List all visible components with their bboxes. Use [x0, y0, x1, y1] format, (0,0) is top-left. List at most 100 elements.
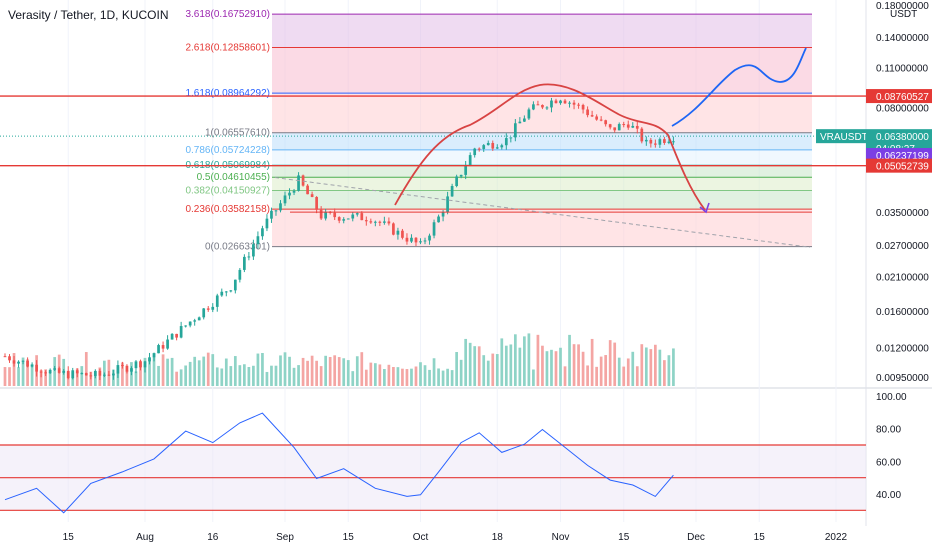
candle-body — [93, 370, 97, 377]
volume-bar — [44, 369, 48, 386]
volume-bar — [211, 354, 215, 386]
fib-zone — [272, 132, 812, 150]
volume-bar — [39, 370, 43, 386]
volume-bar — [441, 370, 445, 386]
volume-bar — [215, 367, 219, 386]
fib-zone — [272, 149, 812, 166]
price-tick-label: 0.08000000 — [876, 104, 929, 115]
volume-bar — [197, 360, 201, 386]
candle-body — [44, 372, 48, 374]
volume-bar — [378, 364, 382, 386]
candle-body — [301, 175, 305, 186]
volume-bar — [121, 362, 124, 386]
time-tick-label: Sep — [276, 532, 294, 543]
time-tick-label: 15 — [63, 532, 75, 543]
volume-bar — [387, 364, 391, 386]
candle-body — [568, 102, 571, 104]
candle-body — [166, 339, 169, 349]
candle-body — [387, 221, 391, 224]
trend-line — [274, 177, 811, 248]
volume-bar — [644, 347, 648, 386]
fib-zone — [272, 190, 812, 210]
volume-bar — [297, 365, 300, 386]
candle-body — [482, 145, 486, 149]
candle-body — [152, 353, 156, 358]
candle-body — [243, 256, 246, 270]
volume-bar — [604, 355, 608, 386]
volume-bar — [527, 333, 531, 386]
volume-bar — [224, 358, 228, 386]
volume-bar — [599, 356, 603, 386]
drawings-layer — [0, 47, 866, 248]
volume-bar — [12, 353, 16, 386]
candle-body — [473, 148, 477, 156]
volume-bar — [261, 353, 264, 386]
candle-body — [626, 124, 630, 128]
volume-bar — [617, 357, 621, 386]
volume-bar — [568, 334, 571, 386]
price-tick-label: 0.14000000 — [876, 33, 929, 44]
candle-body — [3, 356, 7, 358]
candle-body — [265, 218, 269, 229]
candle-body — [432, 222, 436, 236]
candle-body — [653, 143, 657, 145]
candle-body — [446, 196, 449, 212]
candle-body — [139, 361, 142, 368]
candle-body — [66, 370, 70, 379]
fib-level-label: 1.618(0.08964292) — [185, 88, 270, 99]
volume-bar — [193, 356, 197, 386]
price-tag-bg — [866, 158, 932, 173]
volume-bar — [206, 352, 210, 386]
candle-body — [554, 100, 558, 104]
volume-bar — [3, 367, 7, 386]
volume-bar — [179, 369, 183, 386]
candle-body — [595, 116, 598, 120]
candle-body — [477, 148, 481, 150]
candle-body — [613, 127, 617, 131]
time-tick-label: Aug — [136, 532, 154, 543]
candle-body — [256, 236, 260, 245]
candle-body — [414, 237, 418, 243]
volume-bar — [532, 369, 535, 386]
volume-bar — [608, 340, 612, 386]
fib-level-label: 0(0.02663301) — [205, 242, 270, 253]
candle-body — [84, 373, 88, 376]
candle-body — [107, 374, 111, 376]
candle-body — [346, 218, 350, 220]
candle-body — [112, 373, 115, 376]
fib-level-label: 0.382(0.04150927) — [185, 186, 270, 197]
candle-body — [261, 228, 264, 237]
candle-body — [39, 371, 43, 373]
candle-body — [148, 357, 151, 362]
volume-bar — [672, 348, 675, 386]
candle-body — [161, 345, 165, 349]
candle-body — [640, 128, 644, 142]
candle-body — [315, 197, 318, 210]
price-tick-label: 0.01600000 — [876, 307, 929, 318]
volume-bar — [243, 364, 246, 386]
volume-bar — [419, 362, 422, 386]
fib-zone — [272, 93, 812, 133]
candle-body — [392, 223, 395, 235]
candle-body — [288, 192, 291, 196]
volume-bar — [500, 338, 504, 386]
candle-body — [202, 308, 206, 318]
candle-body — [324, 211, 328, 219]
candle-body — [581, 104, 585, 110]
volume-bar — [640, 344, 644, 386]
volume-bar — [220, 368, 224, 386]
volume-bar — [256, 353, 260, 386]
volume-bar — [392, 366, 395, 386]
volume-bar — [477, 346, 481, 386]
volume-bar — [613, 342, 617, 386]
candle-body — [48, 369, 52, 374]
candle-body — [233, 279, 237, 291]
candle-body — [62, 370, 66, 373]
candle-body — [644, 139, 648, 142]
rsi-tick-label: 100.00 — [876, 392, 907, 403]
candle-body — [572, 102, 576, 105]
candle-body — [617, 124, 621, 131]
price-tick-label: 0.11000000 — [876, 63, 929, 74]
volume-bar — [161, 354, 165, 386]
volume-bar — [355, 356, 359, 386]
